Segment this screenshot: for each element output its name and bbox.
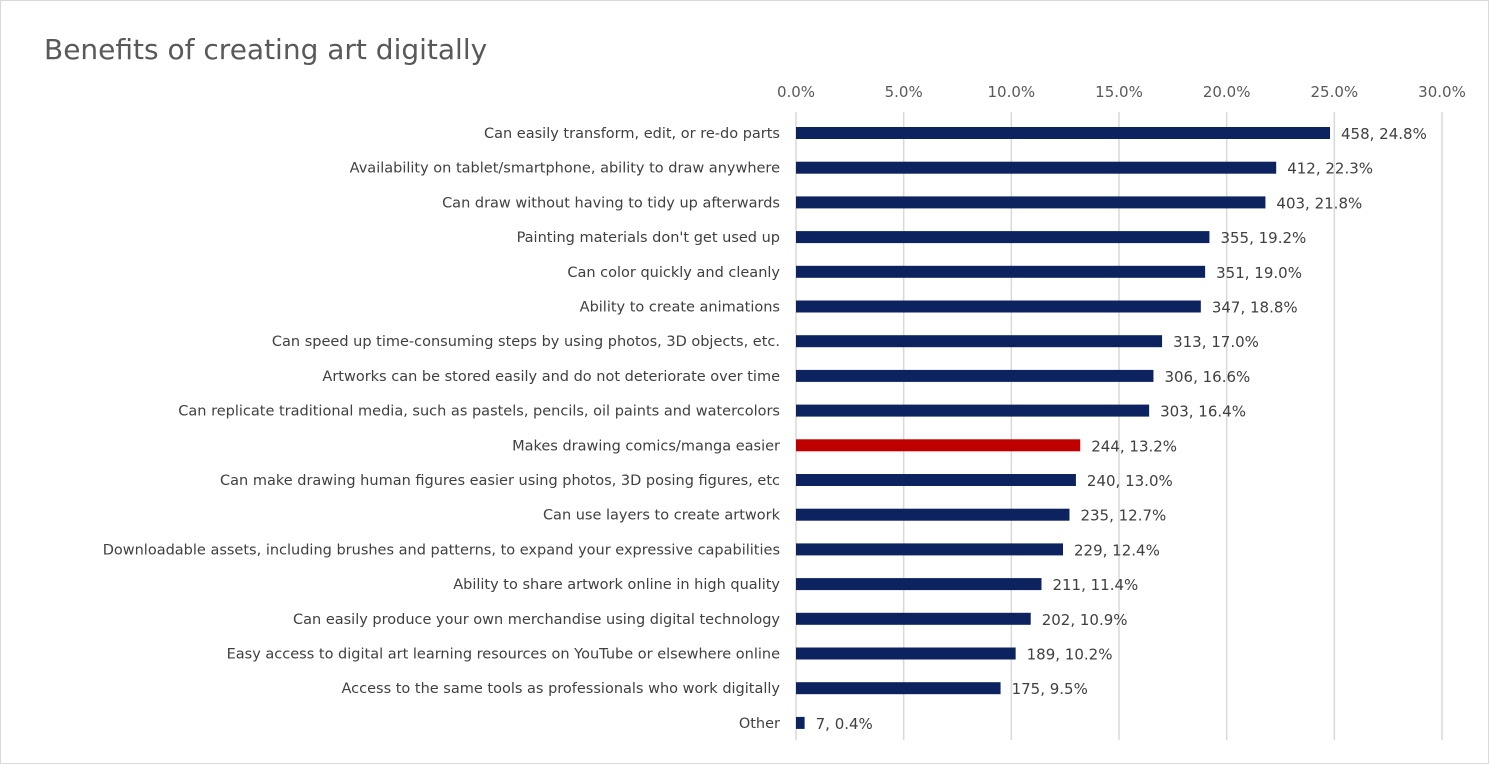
category-label: Can replicate traditional media, such as… (178, 404, 780, 420)
bar (796, 647, 1016, 660)
category-label: Availability on tablet/smartphone, abili… (350, 161, 780, 177)
bar (796, 508, 1070, 521)
bar (796, 127, 1331, 139)
x-tick-label: 25.0% (1311, 83, 1359, 101)
category-label: Can draw without having to tidy up after… (442, 195, 780, 211)
bar (796, 404, 1150, 417)
bar (796, 231, 1210, 244)
gridlines (795, 112, 1443, 740)
bar (796, 335, 1163, 348)
chart-title: Benefits of creating art digitally (44, 33, 488, 66)
category-label: Access to the same tools as professional… (341, 681, 780, 697)
category-label: Easy access to digital art learning reso… (227, 647, 780, 663)
category-label: Other (739, 716, 780, 732)
x-tick-label: 5.0% (885, 83, 923, 101)
data-label: 313, 17.0% (1173, 333, 1259, 351)
category-label: Can use layers to create artwork (543, 508, 781, 524)
x-tick-label: 30.0% (1418, 83, 1466, 101)
category-label: Can color quickly and cleanly (567, 265, 780, 281)
bar (796, 369, 1154, 382)
data-label: 458, 24.8% (1341, 125, 1427, 143)
data-label: 403, 21.8% (1276, 194, 1362, 212)
category-label: Artworks can be stored easily and do not… (322, 369, 780, 385)
category-label: Can easily produce your own merchandise … (293, 612, 780, 628)
data-label: 303, 16.4% (1160, 403, 1246, 421)
category-label: Downloadable assets, including brushes a… (103, 542, 780, 558)
x-tick-label: 15.0% (1095, 83, 1143, 101)
bar (796, 578, 1042, 591)
data-label: 202, 10.9% (1042, 611, 1128, 629)
data-label: 235, 12.7% (1080, 507, 1166, 525)
category-label: Can easily transform, edit, or re-do par… (484, 126, 780, 142)
bar (796, 543, 1064, 556)
bar (796, 300, 1201, 313)
bar-highlighted (796, 439, 1081, 452)
bar (796, 265, 1206, 278)
bar (796, 716, 805, 729)
x-tick-label: 20.0% (1203, 83, 1251, 101)
data-label: 347, 18.8% (1212, 299, 1298, 317)
category-label: Makes drawing comics/manga easier (512, 438, 780, 454)
data-label: 175, 9.5% (1012, 680, 1088, 698)
data-label: 211, 11.4% (1052, 576, 1138, 594)
data-label: 7, 0.4% (816, 715, 873, 733)
category-label: Can make drawing human figures easier us… (220, 473, 780, 489)
bars (796, 127, 1331, 729)
x-tick-labels: 0.0% 5.0% 10.0% 15.0% 20.0% 25.0% 30.0% (777, 83, 1466, 101)
x-tick-label: 0.0% (777, 83, 815, 101)
data-label: 355, 19.2% (1220, 229, 1306, 247)
x-tick-label: 10.0% (988, 83, 1036, 101)
category-labels: Can easily transform, edit, or re-do par… (103, 126, 781, 732)
bar (796, 161, 1277, 174)
bar (796, 196, 1266, 209)
data-label: 412, 22.3% (1287, 160, 1373, 178)
data-label: 351, 19.0% (1216, 264, 1302, 282)
category-label: Ability to create animations (580, 300, 780, 316)
bar (796, 682, 1001, 695)
data-labels: 458, 24.8% 412, 22.3% 403, 21.8% 355, 19.2%… (816, 125, 1427, 733)
data-label: 229, 12.4% (1074, 541, 1160, 559)
category-label: Can speed up time-consuming steps by usi… (272, 334, 780, 350)
category-label: Ability to share artwork online in high … (453, 577, 780, 593)
data-label: 306, 16.6% (1164, 368, 1250, 386)
data-label: 189, 10.2% (1027, 646, 1113, 664)
bar (796, 474, 1076, 486)
data-label: 240, 13.0% (1087, 472, 1173, 490)
category-label: Painting materials don't get used up (517, 230, 780, 246)
data-label: 244, 13.2% (1091, 437, 1177, 455)
bar (796, 612, 1031, 625)
